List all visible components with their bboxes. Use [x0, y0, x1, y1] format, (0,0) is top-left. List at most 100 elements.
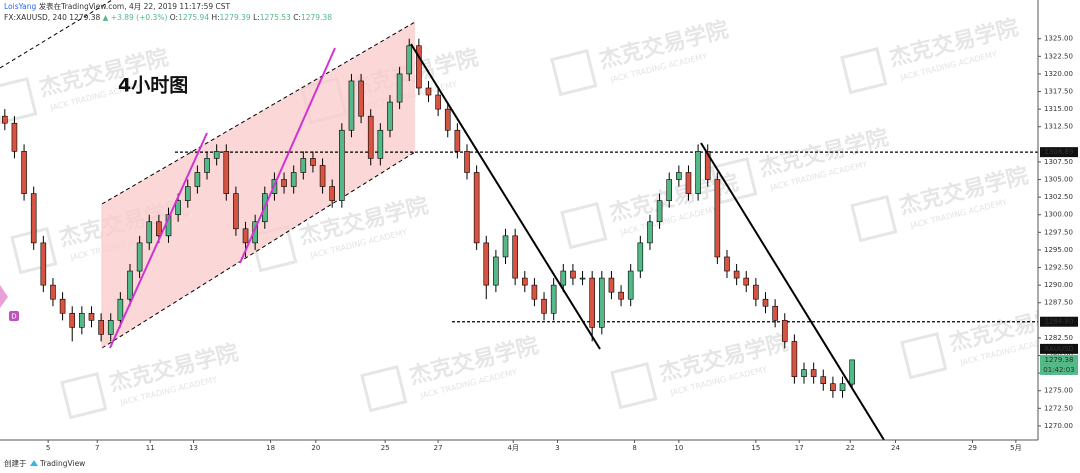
- symbol: FX:XAUUSD, 240: [4, 13, 67, 22]
- watermark-logo: [0, 77, 38, 125]
- candle-body: [367, 115, 374, 159]
- marker: [0, 285, 8, 308]
- price-tag-symbol: XAUUSD: [1044, 345, 1074, 353]
- candle-body: [358, 80, 364, 117]
- annotation: 4小时图: [118, 75, 188, 97]
- candle-body: [724, 256, 730, 272]
- candle-body: [570, 270, 576, 279]
- y-tick-label: 1297.50: [1044, 228, 1073, 236]
- candle-body: [290, 172, 297, 187]
- y-tick-label: 1300.00: [1044, 211, 1073, 219]
- price-label-box: [1040, 316, 1078, 327]
- y-tick-label: 1312.50: [1044, 123, 1073, 131]
- change: ▲ +3.89 (+0.3%): [103, 13, 168, 22]
- watermark-logo: [360, 365, 408, 413]
- candle-body: [435, 94, 441, 110]
- candle-body: [194, 172, 201, 187]
- x-tick-label: 10: [674, 444, 683, 452]
- candle-body: [242, 228, 249, 244]
- author: LoisYang: [4, 2, 37, 11]
- price-tag-countdown: 01:42:03: [1043, 366, 1074, 374]
- candle-body: [656, 200, 663, 223]
- x-tick-label: 18: [266, 444, 275, 452]
- price-axis: [1038, 0, 1080, 456]
- y-tick-label: 1307.50: [1044, 158, 1073, 166]
- price-tag-value: 1279.38: [1045, 356, 1074, 364]
- watermark-logo: [10, 227, 58, 275]
- candle-body: [599, 277, 605, 328]
- x-tick-label: 29: [968, 444, 977, 452]
- x-tick-label: 5月: [1010, 444, 1021, 452]
- candle-body: [416, 45, 422, 89]
- y-tick-label: 1270.00: [1044, 422, 1073, 430]
- watermark-logo: [610, 362, 658, 410]
- x-tick-label: 5: [46, 444, 50, 452]
- candle-body: [473, 172, 480, 244]
- candle-body: [502, 235, 509, 258]
- candle-body: [329, 186, 335, 201]
- candle-body: [281, 179, 287, 187]
- candle-body: [21, 151, 27, 194]
- ohlc-label: O:: [170, 13, 178, 22]
- trend-line: [239, 47, 336, 264]
- candle-body: [146, 221, 153, 244]
- channel-line: [101, 21, 416, 205]
- channel-fill: [102, 22, 415, 348]
- candle-body: [685, 172, 692, 194]
- candle-body: [377, 129, 384, 159]
- candle-body: [733, 270, 740, 279]
- candle-body: [589, 277, 595, 328]
- candle-body: [2, 115, 8, 124]
- candle-body: [156, 221, 162, 237]
- candle-body: [830, 383, 836, 392]
- axes: 1270.001272.501275.001277.501280.001282.…: [46, 35, 1078, 452]
- price-tag-box: [1040, 354, 1078, 375]
- candle-body: [560, 270, 567, 286]
- x-tick-label: 25: [381, 444, 390, 452]
- candle-body: [762, 298, 769, 307]
- y-tick-label: 1272.50: [1044, 404, 1073, 412]
- candle-body: [69, 312, 76, 328]
- candle-body: [839, 383, 846, 392]
- published: 发表在TradingView.com, 4月 22, 2019 11:17:59…: [39, 1, 231, 11]
- candle-body: [627, 270, 634, 300]
- candle-body: [127, 270, 133, 300]
- x-tick-label: 22: [846, 444, 855, 452]
- candle-body: [59, 298, 66, 314]
- candle-body: [184, 186, 191, 201]
- candle-body: [483, 242, 490, 286]
- y-tick-label: 1292.50: [1044, 264, 1073, 272]
- candle-body: [98, 320, 104, 335]
- candle-body: [753, 284, 759, 300]
- x-tick-label: 24: [891, 444, 900, 452]
- x-tick-label: 27: [434, 444, 443, 452]
- candle-body: [550, 284, 557, 314]
- candle-body: [30, 193, 37, 244]
- y-tick-label: 1290.00: [1044, 281, 1073, 289]
- candle-body: [695, 151, 701, 194]
- ohlc-label: L:: [253, 13, 260, 22]
- candle-body: [743, 277, 750, 286]
- candle-body: [820, 376, 827, 384]
- candle-body: [521, 277, 528, 286]
- candle-body: [772, 305, 778, 321]
- y-tick-label: 1320.00: [1044, 70, 1073, 78]
- candle-body: [387, 101, 393, 131]
- y-tick-label: 1317.50: [1044, 88, 1073, 96]
- candle-body: [406, 45, 413, 75]
- candle-body: [618, 291, 624, 300]
- candle-body: [396, 73, 403, 103]
- candle-body: [849, 359, 855, 385]
- header-line: FX:XAUUSD, 240 1279.38 ▲ +3.89 (+0.3%) O…: [4, 13, 332, 22]
- watermark-logo: [60, 372, 108, 420]
- x-tick-label: 17: [795, 444, 804, 452]
- trend-line: [700, 142, 885, 441]
- candle-body: [781, 320, 788, 342]
- candle-body: [425, 87, 432, 96]
- candle-body: [310, 158, 316, 166]
- ohlc-label: H:: [211, 13, 219, 22]
- candle-body: [579, 277, 586, 280]
- candle-body: [454, 129, 461, 152]
- y-tick-label: 1282.50: [1044, 334, 1073, 342]
